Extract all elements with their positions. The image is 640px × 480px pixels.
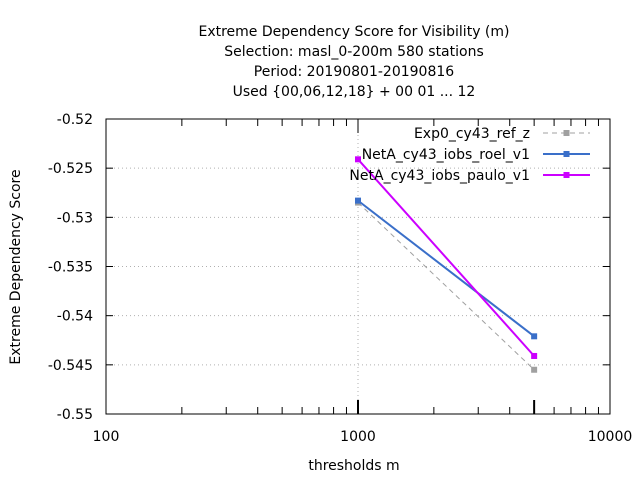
x-tick-label: 100 bbox=[93, 429, 120, 445]
series-line bbox=[357, 199, 535, 338]
title-line: Selection: masl_0-200m 580 stations bbox=[224, 44, 484, 60]
series-3 bbox=[355, 156, 538, 359]
legend-entry: Exp0_cy43_ref_z bbox=[414, 126, 590, 142]
y-tick-label: -0.545 bbox=[48, 358, 93, 374]
x-tick-label: 10000 bbox=[588, 429, 633, 445]
data-point bbox=[531, 333, 538, 340]
series-2 bbox=[355, 197, 538, 340]
data-point bbox=[531, 352, 538, 359]
data-point bbox=[355, 197, 361, 204]
legend-marker bbox=[563, 172, 570, 178]
x-tick-label: 1000 bbox=[340, 429, 376, 445]
data-point bbox=[355, 156, 361, 163]
y-axis-label: Extreme Dependency Score bbox=[8, 169, 24, 364]
y-tick-label: -0.53 bbox=[57, 210, 93, 226]
y-tick-label: -0.52 bbox=[57, 112, 93, 128]
y-tick-label: -0.54 bbox=[57, 309, 93, 325]
grid bbox=[106, 119, 610, 414]
legend-entry: NetA_cy43_iobs_roel_v1 bbox=[362, 147, 590, 163]
x-axis-label: thresholds m bbox=[308, 458, 399, 474]
legend: Exp0_cy43_ref_z NetA_cy43_iobs_roel_v1 Net… bbox=[349, 126, 590, 184]
legend-marker bbox=[563, 151, 570, 157]
legend-label: Exp0_cy43_ref_z bbox=[414, 126, 530, 142]
title-line: Period: 20190801-20190816 bbox=[254, 64, 454, 80]
legend-label: NetA_cy43_iobs_paulo_v1 bbox=[349, 168, 530, 184]
y-tick-label: -0.535 bbox=[48, 260, 93, 276]
legend-entry: NetA_cy43_iobs_paulo_v1 bbox=[349, 168, 590, 184]
data-point bbox=[531, 366, 538, 373]
axis-ticks: -0.52-0.525-0.53-0.535-0.54-0.545-0.5510… bbox=[48, 112, 632, 445]
title-line: Used {00,06,12,18} + 00 01 ... 12 bbox=[233, 84, 476, 100]
legend-label: NetA_cy43_iobs_roel_v1 bbox=[362, 147, 530, 163]
title-line: Extreme Dependency Score for Visibility … bbox=[198, 24, 509, 40]
series-line bbox=[357, 202, 535, 371]
y-tick-label: -0.55 bbox=[57, 407, 93, 423]
series-1 bbox=[355, 199, 538, 373]
series-line bbox=[357, 158, 535, 357]
series bbox=[355, 156, 538, 373]
legend-marker bbox=[563, 130, 570, 136]
chart-title: Extreme Dependency Score for Visibility … bbox=[198, 24, 509, 100]
y-tick-label: -0.525 bbox=[48, 161, 93, 177]
